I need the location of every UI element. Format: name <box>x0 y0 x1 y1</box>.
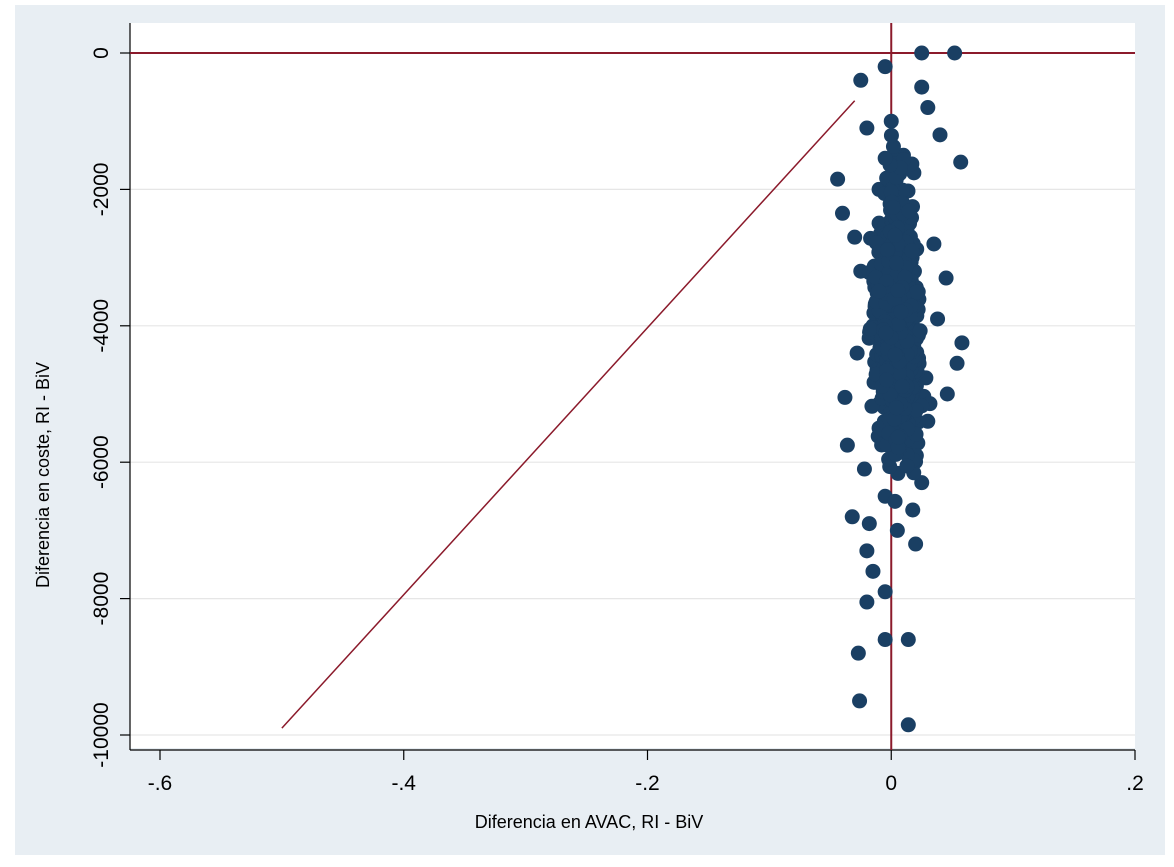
data-point <box>847 229 863 245</box>
data-point <box>914 79 930 95</box>
data-point <box>859 594 875 610</box>
data-point <box>883 127 899 143</box>
data-point <box>885 199 901 215</box>
data-point <box>888 400 904 416</box>
axes <box>129 23 1135 751</box>
data-point <box>889 522 905 538</box>
data-point <box>850 645 866 661</box>
y-axis-title: Diferencia en coste, RI - BiV <box>33 362 53 588</box>
data-point <box>894 378 910 394</box>
data-point <box>859 120 875 136</box>
data-point <box>899 458 915 474</box>
data-point <box>890 283 906 299</box>
data-point <box>900 717 916 733</box>
data-point <box>837 389 853 405</box>
data-point <box>862 321 878 337</box>
y-tick-label: 0 <box>90 47 113 59</box>
chart-figure: 0 -2000 -4000 -6000 -8000 -10000 -.6 -.4 -.2 0.2 … <box>15 5 1165 855</box>
data-point <box>891 365 907 381</box>
data-points <box>830 45 970 733</box>
data-point <box>861 516 877 532</box>
data-point <box>877 632 893 648</box>
y-tick-label: -2000 <box>90 163 113 217</box>
data-point <box>844 509 860 525</box>
data-point <box>914 45 930 61</box>
data-point <box>878 325 894 341</box>
y-tick-label: -8000 <box>90 572 113 626</box>
data-point <box>909 284 925 300</box>
data-point <box>930 311 946 327</box>
plot-area <box>130 23 1135 748</box>
data-point <box>864 398 880 414</box>
data-point <box>852 693 868 709</box>
data-point <box>890 316 906 332</box>
x-tick-label: -.6 <box>148 772 173 795</box>
data-point <box>890 429 906 445</box>
data-point <box>849 345 865 361</box>
data-point <box>877 584 893 600</box>
y-tick-label: -4000 <box>90 299 113 353</box>
data-point <box>939 386 955 402</box>
data-point <box>887 227 903 243</box>
data-point <box>893 304 909 320</box>
x-tick-label: -.4 <box>391 772 416 795</box>
data-point <box>926 236 942 252</box>
data-point <box>953 154 969 170</box>
data-point <box>905 502 921 518</box>
data-point <box>853 72 869 88</box>
data-point <box>877 150 893 166</box>
data-point <box>871 283 887 299</box>
data-point <box>865 563 881 579</box>
x-tick-label: .2 <box>1126 772 1144 795</box>
data-point <box>885 139 901 155</box>
y-tick-label: -10000 <box>90 702 113 767</box>
data-point <box>879 372 895 388</box>
scatter-chart: 0-2000-4000-6000-8000-10000-.6 -.4 -.2 0.2 … <box>33 23 1144 832</box>
data-point <box>887 493 903 509</box>
data-point <box>835 205 850 221</box>
data-point <box>920 100 936 116</box>
data-point <box>908 402 924 418</box>
threshold-line <box>281 100 856 729</box>
data-point <box>938 270 954 286</box>
data-point <box>904 243 920 259</box>
data-point <box>932 127 948 143</box>
data-point <box>830 171 846 187</box>
y-tick-label: -6000 <box>90 435 113 489</box>
data-point <box>912 323 928 339</box>
data-point <box>883 113 899 129</box>
data-point <box>859 543 875 559</box>
data-point <box>888 255 904 271</box>
data-point <box>879 242 895 258</box>
data-point <box>887 347 903 363</box>
data-point <box>947 45 963 61</box>
tick-marks: 0 -2000 -4000 -6000 -8000 -10000 -.6 -.4 -.2 0 .2 <box>90 47 1144 795</box>
data-point <box>949 355 965 371</box>
data-point <box>908 536 924 552</box>
data-point <box>877 59 893 75</box>
data-point <box>839 437 855 453</box>
x-tick-label: -.2 <box>635 772 660 795</box>
data-point <box>856 461 872 477</box>
data-point <box>901 203 917 219</box>
data-point <box>954 335 970 351</box>
x-axis-title: Diferencia en AVAC, RI - BiV <box>475 812 703 832</box>
data-point <box>886 411 902 427</box>
data-point <box>900 632 916 648</box>
x-tick-label: 0 <box>885 772 897 795</box>
